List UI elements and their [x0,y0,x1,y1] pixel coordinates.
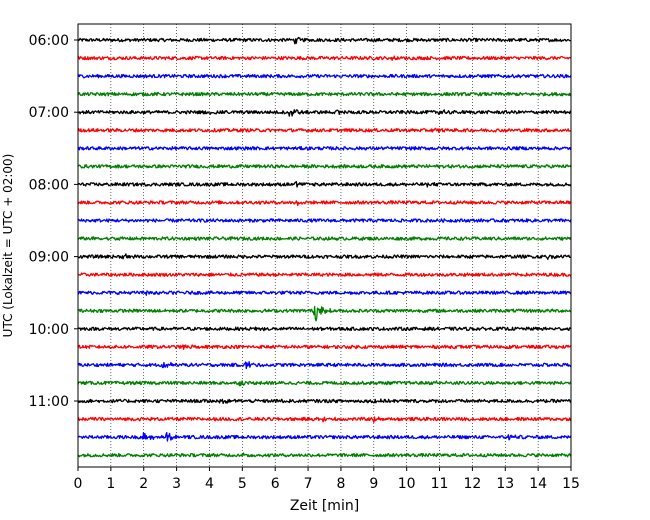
y-tick-label: 11:00 [29,394,69,410]
x-tick-label: 5 [238,476,247,492]
trace-1100 [77,398,572,405]
x-tick-label: 2 [139,476,148,492]
x-tick-label: 9 [369,476,378,492]
trace-0645 [77,91,572,97]
trace-0630 [77,73,572,79]
x-tick-label: 14 [529,476,547,492]
x-axis: 0 1 2 3 4 5 6 7 8 9 10 11 12 13 14 15 [74,467,580,492]
x-tick-label: 3 [172,476,181,492]
trace-1115 [77,416,572,423]
trace-0700 [77,109,572,117]
trace-0845 [77,236,572,241]
x-tick-label: 11 [431,476,449,492]
y-tick-label: 10:00 [29,322,69,338]
trace-1130 [77,431,572,442]
y-axis: 06:00 07:00 08:00 09:00 10:00 11:00 [29,33,78,410]
x-tick-label: 6 [271,476,280,492]
trace-1145 [77,452,572,458]
x-tick-label: 7 [304,476,313,492]
seismic-traces [77,36,572,458]
trace-0930 [77,290,572,296]
grid-lines [110,24,539,467]
y-tick-label: 07:00 [29,105,69,121]
plot-frame [77,23,572,468]
trace-0815 [77,200,572,206]
y-tick-label: 09:00 [29,250,69,266]
trace-1045 [77,380,572,387]
x-tick-label: 1 [106,476,115,492]
y-tick-label: 06:00 [29,33,69,49]
x-tick-label: 15 [562,476,580,492]
x-tick-label: 8 [336,476,345,492]
trace-0800 [77,180,572,188]
x-tick-label: 10 [398,476,416,492]
x-axis-title: Zeit [min] [290,498,359,514]
trace-1030 [77,361,572,370]
x-tick-label: 4 [205,476,214,492]
trace-1000 [77,326,572,332]
trace-0715 [77,127,572,133]
trace-0830 [77,218,572,223]
trace-1015 [77,344,572,350]
trace-0900 [77,253,572,261]
y-tick-label: 08:00 [29,177,69,193]
trace-0945 [77,305,572,322]
trace-0915 [77,272,572,277]
trace-0730 [77,146,572,151]
x-tick-label: 13 [496,476,514,492]
trace-0615 [77,55,572,61]
x-tick-label: 12 [463,476,481,492]
trace-0600 [77,36,572,45]
y-axis-title: UTC (Lokalzeit = UTC + 02:00) [1,154,15,338]
x-tick-label: 0 [74,476,83,492]
trace-0745 [77,164,572,169]
